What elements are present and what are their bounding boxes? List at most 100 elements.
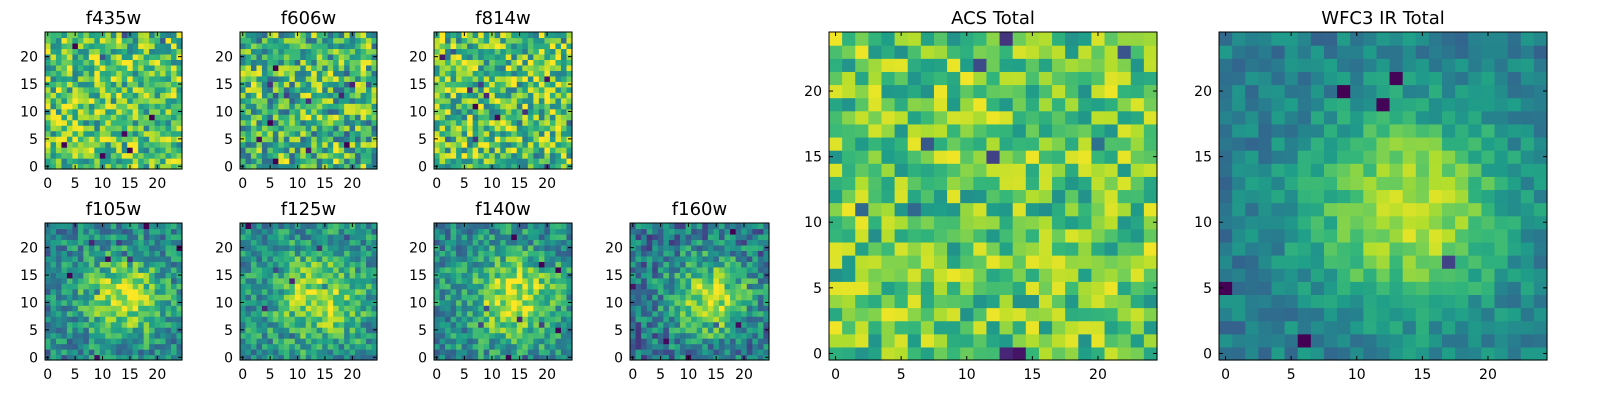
cell bbox=[267, 92, 274, 99]
cell bbox=[434, 75, 441, 82]
cell bbox=[355, 163, 362, 170]
cell bbox=[933, 150, 948, 164]
x-tick-label: 15 bbox=[121, 176, 139, 192]
cell bbox=[478, 48, 485, 55]
cell bbox=[434, 48, 441, 55]
cell bbox=[256, 103, 263, 110]
cell bbox=[685, 266, 692, 273]
y-tick-label: 0 bbox=[224, 350, 233, 366]
cell bbox=[456, 64, 463, 71]
cell bbox=[272, 250, 279, 257]
cell bbox=[668, 272, 676, 279]
cell bbox=[724, 338, 731, 345]
cell bbox=[371, 305, 378, 312]
cell bbox=[646, 228, 653, 235]
cell bbox=[757, 250, 765, 257]
cell bbox=[657, 321, 664, 328]
cell bbox=[641, 288, 648, 295]
cell bbox=[652, 277, 659, 284]
cell bbox=[272, 332, 279, 339]
cell bbox=[261, 64, 268, 71]
cell bbox=[132, 332, 139, 339]
cell bbox=[445, 81, 452, 88]
cell bbox=[544, 42, 551, 50]
cell bbox=[250, 233, 258, 241]
y-tick-label: 5 bbox=[224, 132, 233, 148]
cell bbox=[61, 70, 68, 77]
cell bbox=[718, 310, 726, 317]
cell bbox=[366, 349, 373, 356]
cell bbox=[566, 288, 573, 295]
cell bbox=[511, 294, 518, 301]
cell bbox=[489, 299, 496, 306]
cell bbox=[483, 244, 490, 251]
cell bbox=[371, 349, 378, 356]
cell bbox=[494, 261, 501, 268]
cell bbox=[283, 125, 290, 132]
x-tick-label: 10 bbox=[679, 367, 697, 383]
cell bbox=[283, 119, 290, 126]
cell bbox=[881, 150, 896, 164]
cell bbox=[668, 294, 676, 301]
cell bbox=[685, 316, 692, 323]
cell bbox=[300, 114, 307, 121]
cell bbox=[973, 294, 988, 309]
cell bbox=[132, 48, 139, 55]
cell bbox=[294, 42, 301, 50]
cell bbox=[138, 228, 145, 235]
cell bbox=[105, 316, 112, 323]
cell bbox=[746, 338, 753, 345]
cell bbox=[691, 299, 698, 306]
cell bbox=[245, 103, 252, 110]
cell bbox=[434, 305, 441, 312]
cell bbox=[933, 163, 948, 177]
cell bbox=[500, 92, 507, 99]
cell bbox=[960, 202, 974, 217]
cell bbox=[489, 158, 496, 165]
cell bbox=[472, 255, 479, 262]
cell bbox=[121, 283, 128, 290]
cell bbox=[132, 64, 139, 71]
cell bbox=[707, 228, 714, 235]
cell bbox=[494, 92, 501, 99]
cell bbox=[55, 349, 63, 356]
cell bbox=[371, 130, 378, 137]
cell bbox=[344, 59, 351, 66]
cell bbox=[646, 349, 653, 356]
cell bbox=[555, 103, 562, 110]
cell bbox=[868, 294, 883, 309]
cell bbox=[283, 158, 290, 165]
cell bbox=[333, 332, 340, 339]
cell bbox=[289, 108, 296, 115]
cell bbox=[635, 261, 642, 268]
cell bbox=[973, 307, 988, 322]
cell bbox=[1025, 346, 1040, 361]
cell bbox=[478, 316, 485, 323]
cell bbox=[165, 223, 172, 230]
cell bbox=[752, 288, 759, 295]
cell bbox=[66, 42, 73, 50]
cell bbox=[478, 244, 485, 251]
cell bbox=[986, 294, 1001, 309]
cell bbox=[483, 305, 490, 312]
cell bbox=[121, 321, 128, 328]
cell bbox=[105, 277, 112, 284]
cell bbox=[685, 288, 692, 295]
cell bbox=[505, 321, 512, 328]
cell bbox=[171, 32, 178, 39]
cell bbox=[635, 283, 642, 290]
cell bbox=[61, 272, 68, 279]
cell bbox=[272, 163, 279, 170]
cell bbox=[88, 233, 95, 241]
cell bbox=[154, 294, 161, 301]
cell bbox=[88, 349, 95, 356]
cell bbox=[278, 147, 285, 154]
cell bbox=[278, 305, 285, 312]
cell bbox=[702, 305, 709, 312]
cell bbox=[445, 125, 452, 132]
cell bbox=[696, 327, 703, 334]
cell bbox=[533, 86, 540, 93]
cell bbox=[355, 327, 362, 334]
cell bbox=[160, 125, 167, 132]
cell bbox=[66, 130, 73, 137]
